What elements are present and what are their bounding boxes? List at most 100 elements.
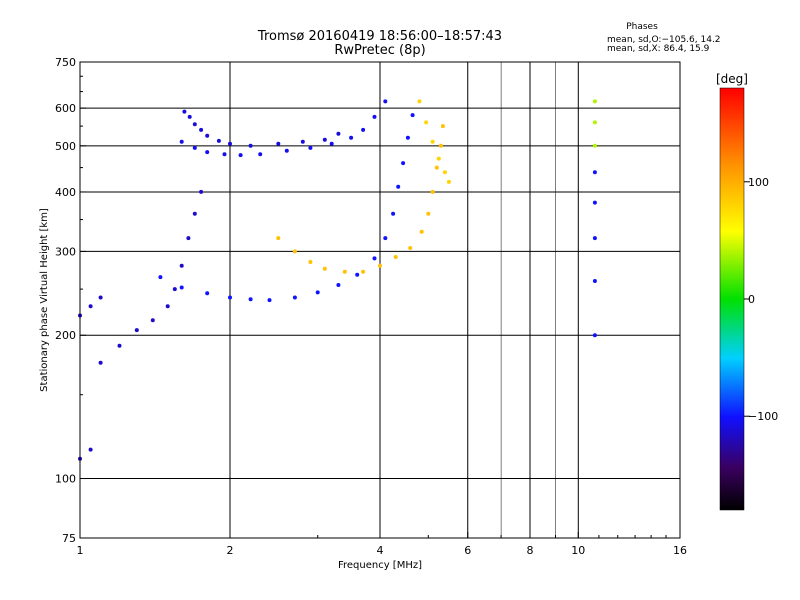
x-tick-label: 10 — [571, 544, 585, 557]
x-tick-label: 6 — [464, 544, 471, 557]
echo-point — [355, 272, 360, 277]
echo-point — [88, 447, 93, 452]
echo-point — [424, 120, 429, 125]
echo-point — [88, 304, 93, 309]
echo-point — [192, 122, 197, 127]
echo-point — [172, 287, 177, 292]
echo-point — [329, 141, 334, 146]
colorbar-ticks: 100 0 −100 — [744, 176, 778, 423]
echo-point — [98, 360, 103, 365]
echo-point — [292, 249, 297, 254]
y-tick-label: 400 — [55, 186, 76, 199]
echo-point — [267, 298, 272, 303]
echo-point — [258, 152, 263, 157]
echo-point — [430, 189, 435, 194]
y-tick-label: 75 — [62, 532, 76, 545]
echo-point — [426, 211, 431, 216]
echo-point — [383, 236, 388, 241]
y-tick-label: 750 — [55, 56, 76, 69]
echo-point — [446, 179, 451, 184]
echo-point — [440, 124, 445, 129]
echo-point — [205, 150, 210, 155]
echo-point — [336, 131, 341, 136]
echo-point — [442, 170, 447, 175]
echo-point — [276, 141, 281, 146]
echo-point — [222, 152, 227, 157]
echo-point — [179, 263, 184, 268]
echo-point — [336, 283, 341, 287]
y-tick-label: 300 — [55, 245, 76, 258]
echo-point — [276, 236, 281, 241]
echo-point — [592, 143, 597, 148]
colorbar-tick-label: −100 — [748, 410, 778, 423]
x-axis-label: Frequency [MHz] — [338, 560, 422, 571]
colorbar-label: [deg] — [716, 72, 748, 86]
echo-point — [117, 343, 122, 348]
grid-lines — [80, 62, 680, 538]
echo-point — [179, 139, 184, 144]
chart-subtitle: RwPretec (8p) — [334, 43, 425, 58]
echo-point — [592, 120, 597, 125]
stats-line-x: mean, sd,X: 86.4, 15.9 — [607, 44, 710, 54]
echo-point — [592, 333, 597, 338]
echo-point — [322, 266, 327, 271]
echo-point — [205, 133, 210, 138]
echo-point — [592, 279, 597, 283]
x-tick-label: 8 — [527, 544, 534, 557]
echo-point — [165, 304, 170, 309]
echo-point — [419, 229, 424, 234]
stats-line-o: mean, sd,O:−105.6, 14.2 — [607, 35, 721, 45]
echo-point — [238, 153, 243, 158]
echo-point — [186, 236, 191, 241]
echo-point — [308, 260, 313, 264]
echo-point — [383, 99, 388, 104]
echo-point — [192, 211, 197, 216]
echo-point — [315, 290, 320, 295]
echo-point — [192, 145, 197, 150]
echo-point — [393, 255, 398, 259]
colorbar — [719, 87, 745, 511]
echo-point — [187, 114, 192, 119]
echo-point — [228, 141, 232, 146]
echo-point — [361, 269, 366, 274]
echo-point — [248, 143, 253, 148]
y-tick-label: 500 — [55, 140, 76, 153]
x-tick-label: 1 — [77, 544, 84, 557]
echo-point — [292, 295, 297, 300]
echo-point — [378, 263, 382, 268]
echo-point — [361, 127, 366, 132]
echo-point — [592, 236, 597, 241]
echo-point — [372, 256, 377, 261]
echo-point — [408, 246, 413, 250]
x-tick-label: 4 — [377, 544, 384, 557]
colorbar-tick-label: 100 — [748, 176, 769, 189]
echo-point — [349, 135, 354, 140]
echo-point — [592, 200, 597, 205]
echo-point — [199, 189, 204, 194]
echo-point — [417, 99, 422, 104]
echo-point — [391, 211, 396, 216]
echo-point — [592, 170, 597, 175]
echo-point — [434, 165, 439, 170]
x-tick-label: 16 — [673, 544, 687, 557]
echo-point — [308, 145, 313, 150]
y-tick-label: 600 — [55, 102, 76, 115]
echo-point — [98, 295, 103, 300]
echo-point — [228, 295, 232, 300]
echo-point — [436, 156, 441, 161]
echo-point — [199, 127, 204, 132]
y-tick-label: 200 — [55, 329, 76, 342]
chart-title: Tromsø 20160419 18:56:00–18:57:43 — [257, 29, 502, 44]
echo-point — [342, 269, 347, 274]
echo-point — [438, 143, 443, 148]
echo-point — [430, 139, 435, 144]
x-tick-label: 2 — [227, 544, 234, 557]
echo-point — [216, 138, 221, 143]
stats-heading: Phases — [626, 22, 658, 32]
echo-point — [401, 161, 406, 166]
x-axis-ticks: 1 2 4 6 8 10 16 — [77, 532, 687, 557]
echo-point — [248, 297, 253, 302]
echo-point — [205, 291, 210, 296]
echo-point — [592, 99, 597, 104]
